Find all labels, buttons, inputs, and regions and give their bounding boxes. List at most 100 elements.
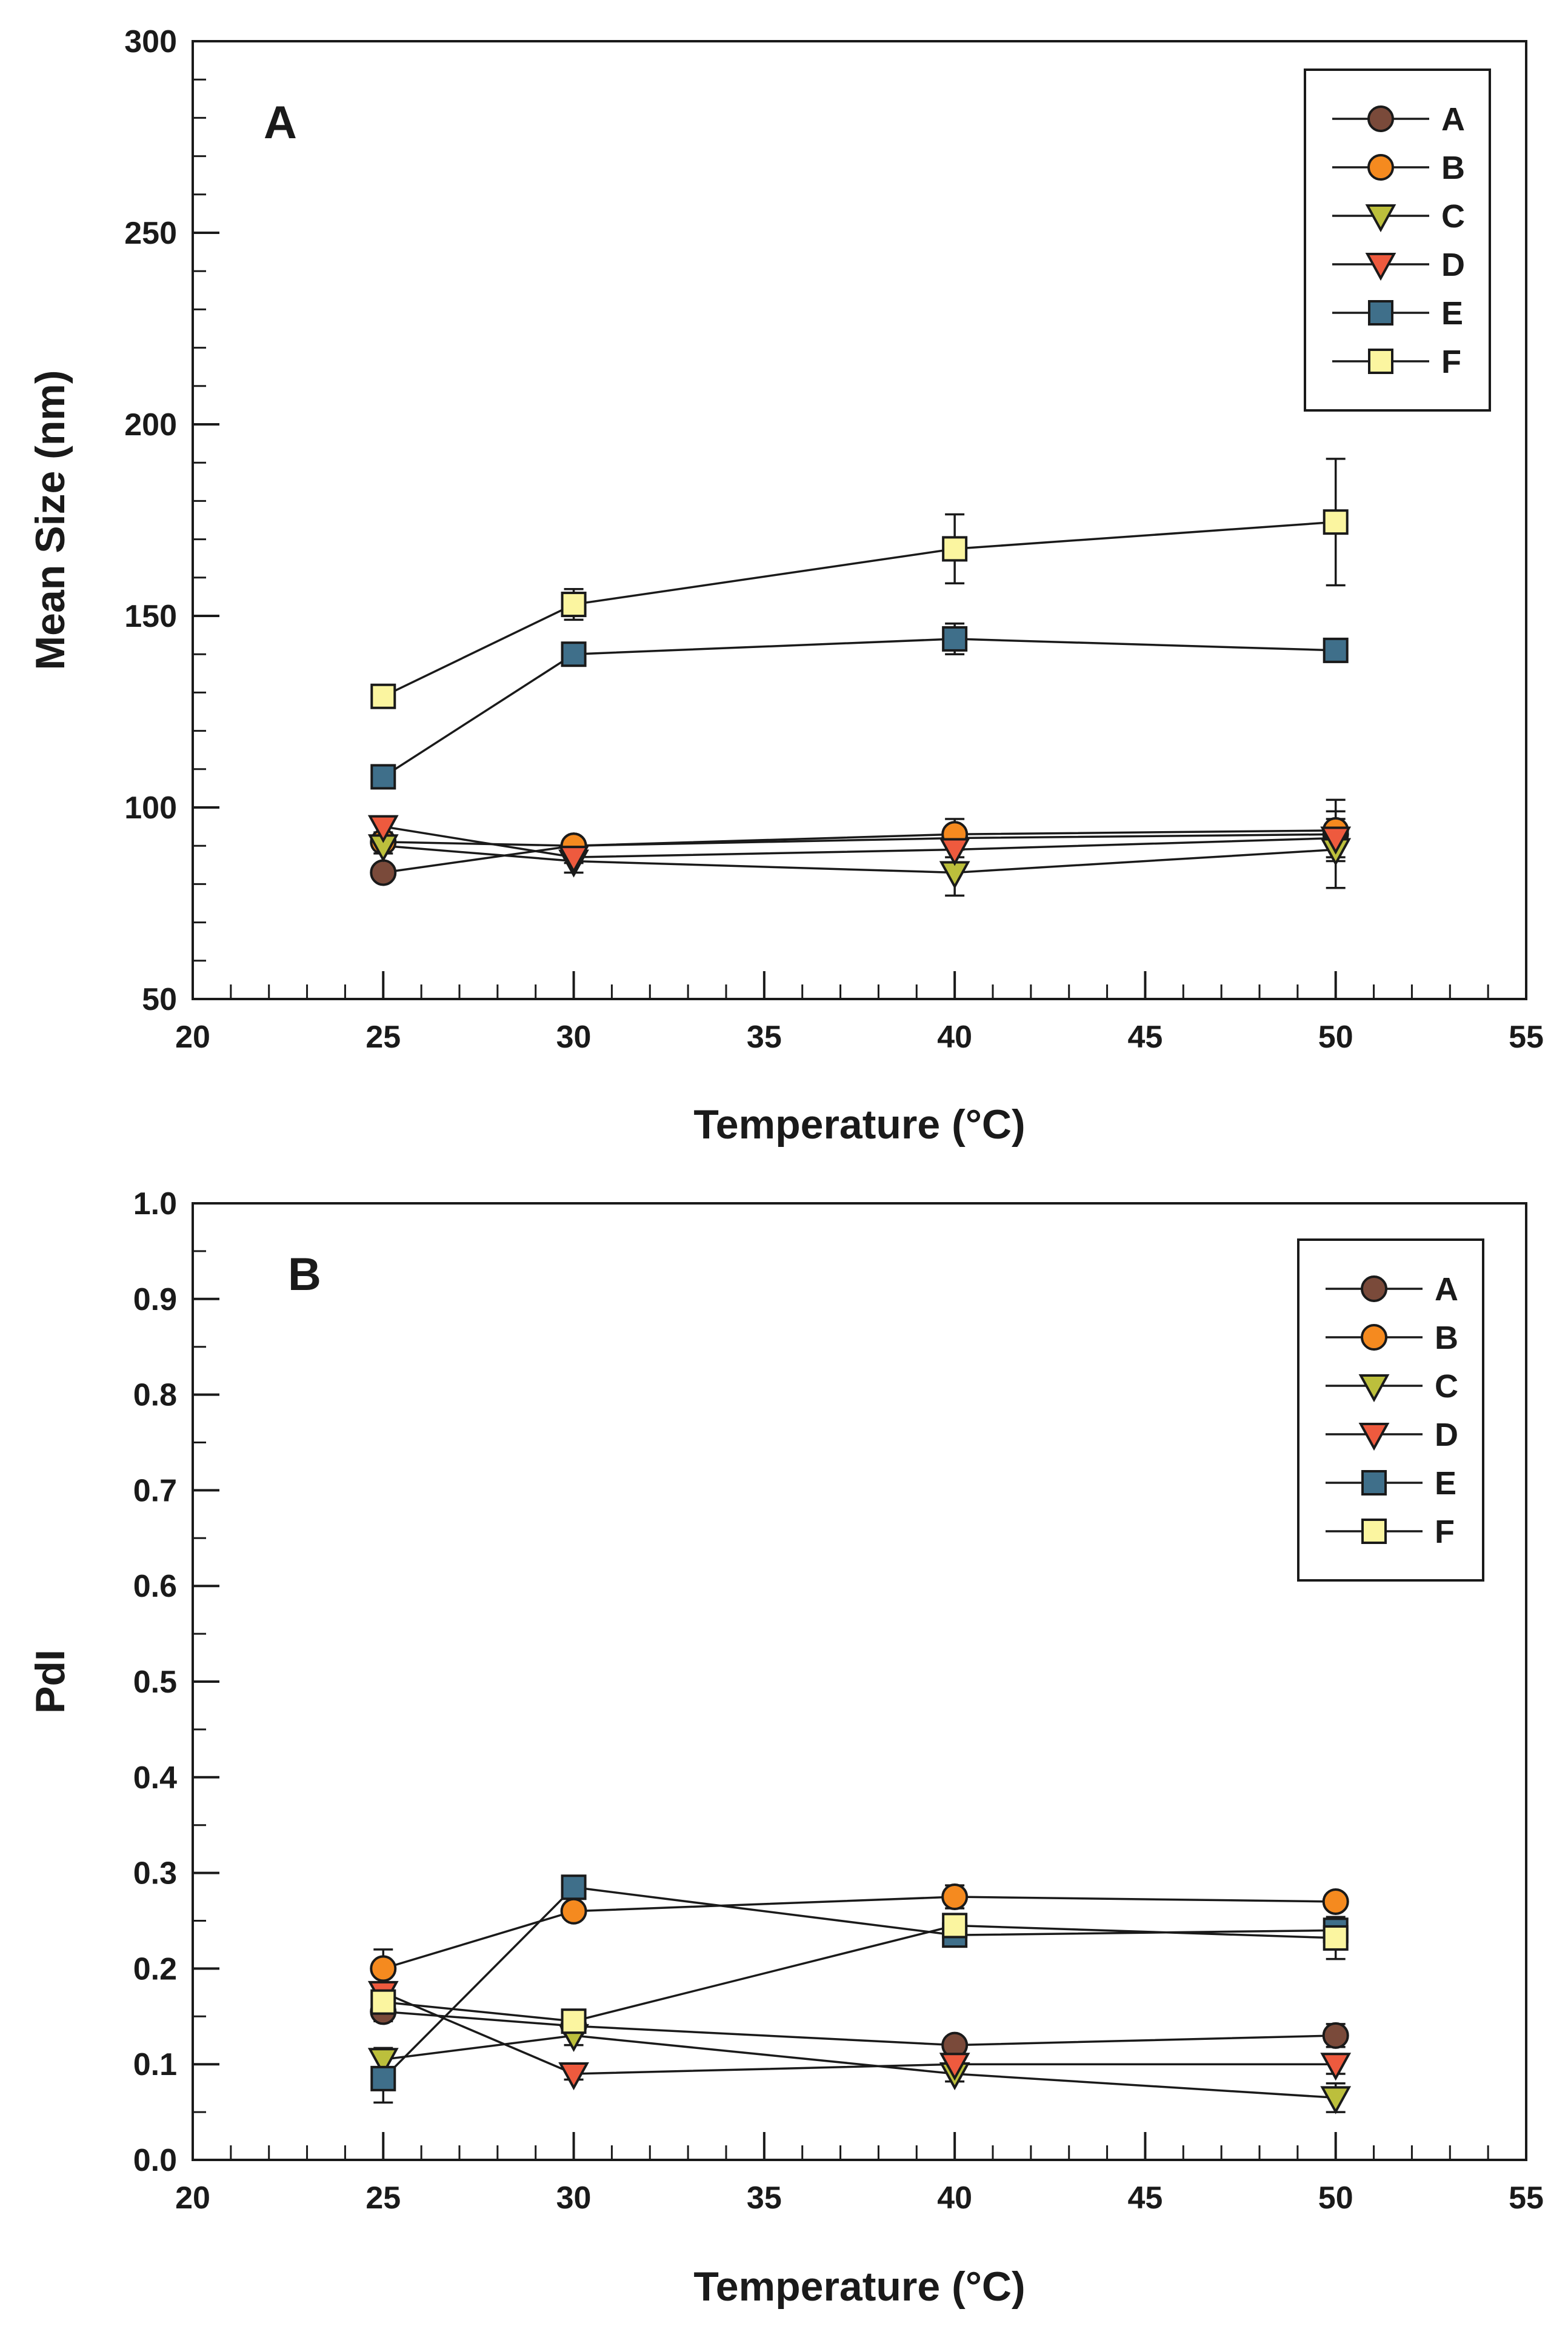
- y-tick-label: 0.5: [133, 1665, 177, 1700]
- data-point-d: [1320, 2053, 1352, 2081]
- y-tick-label: 1.0: [133, 1186, 177, 1221]
- series-line-b: [382, 1896, 1336, 1970]
- legend-label: A: [1441, 101, 1465, 138]
- legend-marker: [1358, 1374, 1390, 1403]
- legend-label: D: [1435, 1417, 1458, 1453]
- legend-item-c: C: [1326, 1368, 1458, 1405]
- x-tick-label: 40: [937, 1020, 972, 1055]
- x-tick-label: 35: [747, 1020, 782, 1055]
- x-tick-label: 45: [1128, 1020, 1163, 1055]
- y-tick-label: 200: [124, 407, 177, 443]
- data-point-f: [561, 592, 587, 618]
- legend-label: B: [1441, 150, 1465, 186]
- series-line-f: [382, 521, 1336, 698]
- x-tick-label: 50: [1318, 1020, 1353, 1055]
- series-line-a: [383, 833, 1336, 874]
- data-point-f: [1323, 509, 1349, 535]
- data-point-a: [1322, 2022, 1349, 2049]
- y-axis-title: Mean Size (nm): [27, 370, 73, 670]
- data-point-b: [1322, 1888, 1349, 1915]
- series-line-e: [382, 638, 1336, 778]
- x-tick-label: 20: [175, 2181, 210, 2216]
- series-line-d: [382, 1991, 1336, 2075]
- data-point-f: [561, 2008, 587, 2034]
- data-point-d: [558, 2062, 589, 2091]
- y-tick-label: 0.0: [133, 2143, 177, 2178]
- plot-frame: [192, 40, 1527, 1000]
- series-line-d: [383, 825, 1336, 858]
- x-tick-label: 25: [365, 2181, 401, 2216]
- x-tick-label: 50: [1318, 2181, 1353, 2216]
- x-axis-title: Temperature (°C): [693, 1101, 1025, 1148]
- data-point-e: [561, 641, 587, 667]
- legend-item-c: C: [1332, 198, 1465, 235]
- series-line-c: [383, 2034, 1336, 2099]
- legend-box: [1304, 69, 1491, 412]
- legend-label: E: [1441, 295, 1463, 332]
- x-tick-label: 30: [556, 2181, 592, 2216]
- legend-label: A: [1435, 1271, 1458, 1308]
- y-tick-label: 50: [142, 982, 177, 1017]
- legend-label: F: [1441, 344, 1461, 380]
- data-point-b: [560, 1897, 587, 1925]
- x-tick-label: 25: [365, 1020, 401, 1055]
- data-point-e: [1323, 637, 1349, 663]
- legend-marker: [1365, 204, 1396, 233]
- data-point-d: [939, 2053, 970, 2081]
- data-point-a: [370, 859, 397, 886]
- data-point-f: [1323, 1925, 1349, 1951]
- series-line-f: [383, 1924, 1336, 2022]
- y-axis-title: PdI: [27, 1649, 73, 1714]
- y-tick-label: 0.7: [133, 1473, 177, 1508]
- data-point-b: [941, 1883, 969, 1911]
- y-tick-label: 250: [124, 216, 177, 251]
- data-point-d: [939, 838, 970, 866]
- legend-label: B: [1435, 1320, 1458, 1356]
- y-tick-label: 0.4: [133, 1760, 177, 1796]
- x-tick-label: 30: [556, 1020, 592, 1055]
- legend-marker: [1358, 1423, 1390, 1451]
- legend-label: F: [1435, 1514, 1455, 1550]
- x-tick-label: 55: [1509, 2181, 1544, 2216]
- panel-b-pdi: 20 25 30 35 40 45 50 55 0.0 0.1 0.2 0.3 0.4 0.5 0.6 0.7…: [27, 1186, 1544, 2310]
- legend-item-a: A: [1326, 1271, 1458, 1308]
- legend-label: C: [1435, 1368, 1458, 1405]
- legend-marker: [1361, 1275, 1387, 1302]
- x-tick-label: 55: [1509, 1020, 1544, 1055]
- legend-marker: [1361, 1519, 1387, 1544]
- y-tick-label: 0.1: [133, 2047, 177, 2082]
- legend-box: [1297, 1238, 1484, 1582]
- legend-item-d: D: [1332, 247, 1465, 283]
- legend-item-f: F: [1332, 344, 1461, 380]
- legend-item-e: E: [1326, 1465, 1456, 1502]
- series-line-b: [383, 829, 1336, 847]
- data-point-e: [370, 764, 396, 790]
- y-tick-label: 0.2: [133, 1951, 177, 1987]
- legend-item-d: D: [1326, 1417, 1458, 1453]
- data-point-b: [370, 1955, 397, 1982]
- x-tick-label: 45: [1128, 2181, 1163, 2216]
- legend-marker: [1361, 1470, 1387, 1496]
- legend-marker: [1367, 154, 1394, 181]
- panel-label: B: [288, 1249, 321, 1300]
- legend-label: D: [1441, 247, 1465, 283]
- panel-a-mean-size: 20 25 30 35 40 45 50 55 50 100 150 200 250 300 Tempera…: [27, 24, 1544, 1148]
- legend-marker: [1361, 1324, 1387, 1351]
- data-point-f: [370, 1989, 396, 2015]
- data-point-e: [942, 626, 968, 652]
- data-point-d: [1320, 826, 1352, 855]
- y-tick-label: 0.8: [133, 1378, 177, 1413]
- legend-marker: [1365, 253, 1396, 281]
- legend-item-b: B: [1326, 1320, 1458, 1356]
- data-point-e: [370, 2065, 396, 2091]
- x-tick-label: 35: [747, 2181, 782, 2216]
- legend-item-a: A: [1332, 101, 1465, 138]
- panel-label: A: [264, 97, 297, 149]
- data-point-d: [558, 846, 589, 874]
- data-point-e: [561, 1874, 587, 1900]
- y-tick-label: 100: [124, 790, 177, 826]
- series-line-c: [383, 844, 1336, 874]
